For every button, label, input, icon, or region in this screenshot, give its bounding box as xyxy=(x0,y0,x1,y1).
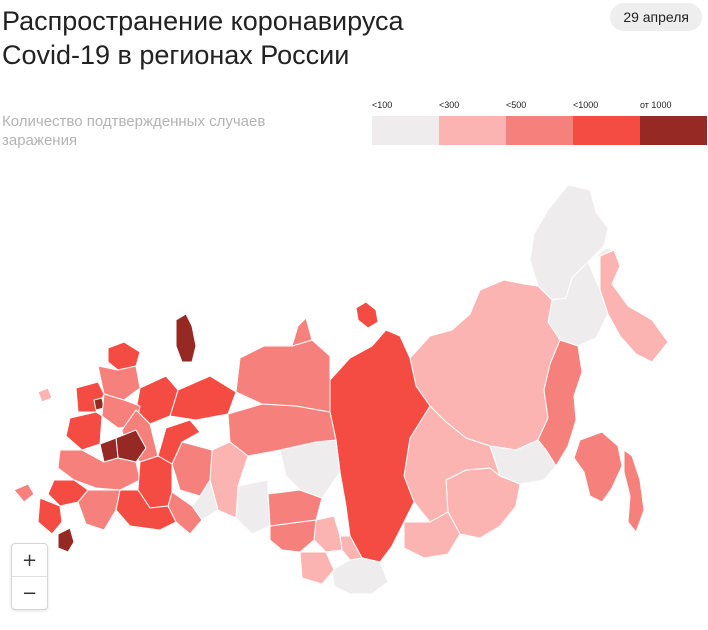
region-omsk[interactable] xyxy=(235,479,271,535)
title-line-2: Covid-19 в регионах России xyxy=(2,40,350,70)
region-tomsk[interactable] xyxy=(279,439,341,499)
region-severnaya-zemlya[interactable] xyxy=(355,301,379,329)
region-tver[interactable] xyxy=(65,411,103,451)
legend-label: <1000 xyxy=(573,100,599,110)
region-volga[interactable] xyxy=(77,489,121,531)
region-chelyabinsk[interactable] xyxy=(167,491,203,535)
region-chukotka-east[interactable] xyxy=(595,247,615,257)
legend-label: <300 xyxy=(439,100,460,110)
region-yanao[interactable] xyxy=(235,339,331,413)
region-komi[interactable] xyxy=(169,375,237,421)
region-novaya-zemlya[interactable] xyxy=(175,313,197,363)
color-legend: <100 <300 <500 <1000 от 1000 xyxy=(372,100,708,146)
region-primorye[interactable] xyxy=(573,431,623,503)
region-rostov[interactable] xyxy=(47,479,89,507)
region-kaliningrad[interactable] xyxy=(37,387,53,403)
region-kamchatka[interactable] xyxy=(599,249,669,363)
russia-regions-map[interactable] xyxy=(0,150,708,630)
legend-swatch xyxy=(439,116,506,145)
plus-icon: + xyxy=(21,549,38,571)
legend-label: от 1000 xyxy=(640,100,672,110)
legend-item-lt1000: <1000 xyxy=(573,100,640,146)
region-kemerovo[interactable] xyxy=(313,515,343,553)
region-sakhalin[interactable] xyxy=(623,449,645,533)
region-irkutsk[interactable] xyxy=(403,405,501,523)
legend-item-from1000: от 1000 xyxy=(640,100,707,146)
region-dagestan[interactable] xyxy=(57,527,75,553)
region-krasnodar[interactable] xyxy=(37,497,63,535)
legend-swatch xyxy=(640,116,707,145)
page-title: Распространение коронавируса Covid-19 в … xyxy=(2,4,522,72)
legend-label: <500 xyxy=(506,100,527,110)
region-tyva[interactable] xyxy=(331,557,389,595)
zoom-in-button[interactable]: + xyxy=(12,544,47,576)
region-crimea[interactable] xyxy=(13,483,35,503)
region-buryatia[interactable] xyxy=(403,511,461,559)
legend-swatch xyxy=(573,116,640,145)
zoom-out-button[interactable]: − xyxy=(12,576,47,609)
region-altai-rep[interactable] xyxy=(299,551,335,585)
legend-item-lt500: <500 xyxy=(506,100,573,146)
legend-item-lt100: <100 xyxy=(372,100,439,146)
legend-label: <100 xyxy=(372,100,393,110)
legend-swatch xyxy=(506,116,573,145)
zoom-control: + − xyxy=(11,543,48,610)
legend-swatch xyxy=(372,116,439,145)
legend-caption: Количество подтвержденных случаев зараже… xyxy=(2,113,266,149)
date-badge[interactable]: 29 апреля xyxy=(610,3,702,31)
map-svg[interactable] xyxy=(0,150,708,630)
minus-icon: − xyxy=(21,582,38,604)
region-krasnoyarsk[interactable] xyxy=(329,329,431,563)
legend-item-lt300: <300 xyxy=(439,100,506,146)
region-yamal-peninsula[interactable] xyxy=(291,317,313,347)
title-line-1: Распространение коронавируса xyxy=(2,6,404,36)
region-orenburg[interactable] xyxy=(115,489,177,531)
